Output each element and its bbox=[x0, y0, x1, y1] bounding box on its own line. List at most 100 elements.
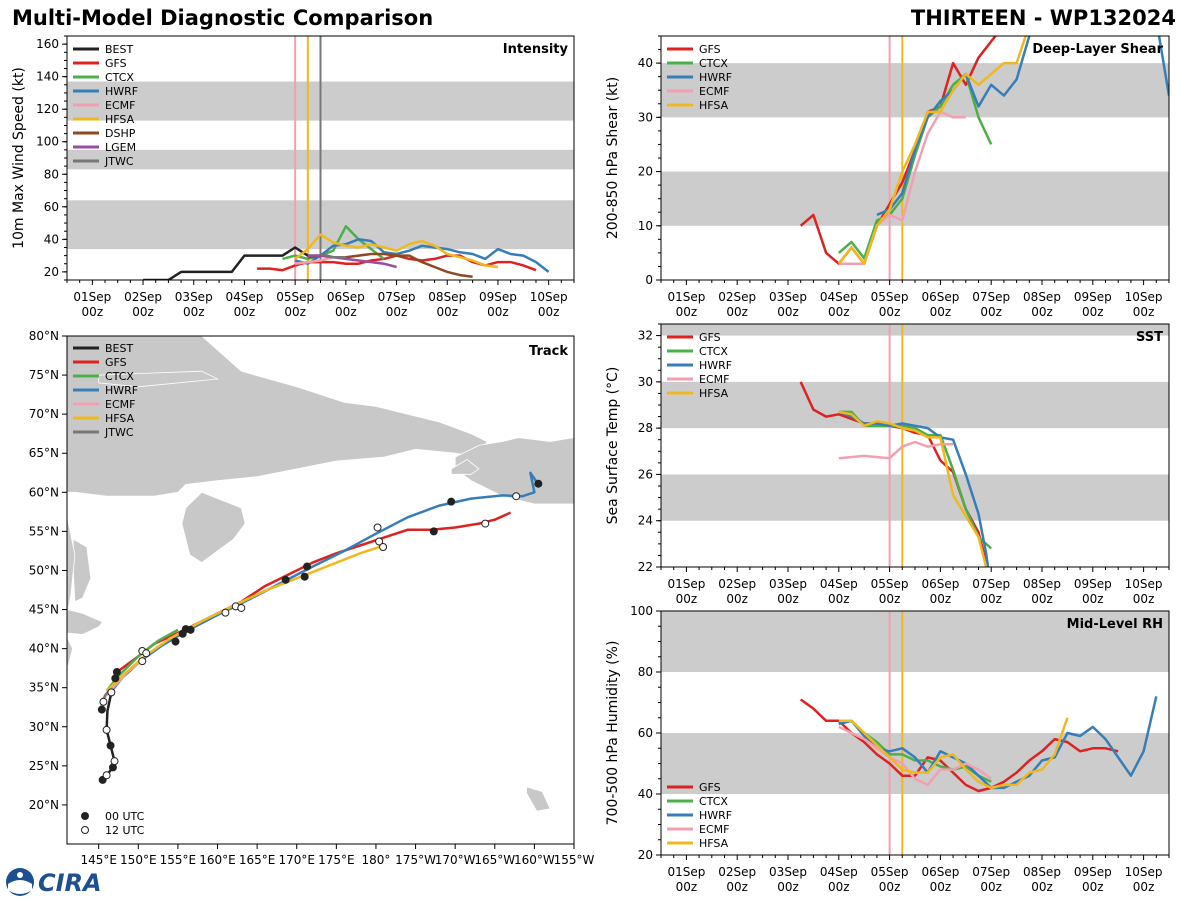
rh-legend-label-hfsa: HFSA bbox=[699, 837, 729, 850]
sst-legend-label-hfsa: HFSA bbox=[699, 387, 729, 400]
rh-ytick-label: 100 bbox=[630, 604, 653, 618]
sst-xtick-hour: 00z bbox=[777, 592, 799, 606]
shear-band-0 bbox=[661, 171, 1169, 226]
rh-ytick-label: 40 bbox=[638, 787, 653, 801]
rh-xtick-hour: 00z bbox=[777, 880, 799, 894]
track-marker-00utc bbox=[106, 741, 115, 750]
sst-band-0 bbox=[661, 474, 1169, 521]
track-xtick-label: 165°W bbox=[474, 853, 515, 867]
cira-logo: CIRA bbox=[4, 866, 114, 898]
sst-xtick-hour: 00z bbox=[726, 592, 748, 606]
rh-legend-label-ctcx: CTCX bbox=[699, 795, 728, 808]
sst-legend-label-ecmf: ECMF bbox=[699, 373, 729, 386]
intensity-xtick-hour: 00z bbox=[82, 305, 104, 319]
intensity-xtick-hour: 00z bbox=[284, 305, 306, 319]
shear-xtick-hour: 00z bbox=[930, 305, 952, 319]
intensity-legend-label-ctcx: CTCX bbox=[105, 71, 134, 84]
intensity-ytick-label: 160 bbox=[36, 37, 59, 51]
sst-panel-title: SST bbox=[1136, 330, 1163, 345]
sst-legend-label-hwrf: HWRF bbox=[699, 359, 732, 372]
land-hawaii bbox=[526, 786, 551, 812]
shear-panel-title: Deep-Layer Shear bbox=[1032, 42, 1163, 57]
track-marker-12utc bbox=[102, 771, 111, 780]
rh-legend-label-ecmf: ECMF bbox=[699, 823, 729, 836]
intensity-xtick-day: 02Sep bbox=[124, 290, 162, 304]
track-marker-00utc bbox=[186, 625, 195, 634]
track-legend-label-jtwc: JTWC bbox=[104, 426, 134, 439]
shear-ytick-label: 40 bbox=[638, 56, 653, 70]
track-legend-label-gfs: GFS bbox=[105, 356, 127, 369]
intensity-ytick-label: 80 bbox=[44, 167, 59, 181]
storm-title: THIRTEEN - WP132024 bbox=[910, 6, 1176, 30]
sst-xtick-day: 07Sep bbox=[972, 577, 1010, 591]
intensity-ytick-label: 60 bbox=[44, 200, 59, 214]
shear-ytick-label: 10 bbox=[638, 219, 653, 233]
track-marker-00utc bbox=[300, 572, 309, 581]
shear-ytick-label: 30 bbox=[638, 110, 653, 124]
track-marker-12utc bbox=[373, 523, 382, 532]
track-marker-legend-symbol bbox=[81, 826, 89, 834]
intensity-xtick-day: 07Sep bbox=[378, 290, 416, 304]
shear-legend-label-hwrf: HWRF bbox=[699, 71, 732, 84]
shear-xtick-day: 09Sep bbox=[1074, 290, 1112, 304]
rh-xtick-day: 01Sep bbox=[667, 865, 705, 879]
rh-ytick-label: 80 bbox=[638, 665, 653, 679]
shear-xtick-day: 03Sep bbox=[769, 290, 807, 304]
intensity-ytick-label: 20 bbox=[44, 265, 59, 279]
track-marker-12utc bbox=[107, 688, 116, 697]
track-xtick-label: 155°W bbox=[554, 853, 595, 867]
track-marker-legend-symbol bbox=[81, 812, 89, 820]
sst-ytick-label: 28 bbox=[638, 421, 653, 435]
track-legend-label-hfsa: HFSA bbox=[105, 412, 135, 425]
shear-xtick-hour: 00z bbox=[726, 305, 748, 319]
sst-xtick-day: 10Sep bbox=[1125, 577, 1163, 591]
shear-panel: 01020304001Sep00z02Sep00z03Sep00z04Sep00… bbox=[605, 35, 1170, 319]
track-marker-12utc bbox=[237, 603, 246, 612]
intensity-ytick-label: 140 bbox=[36, 70, 59, 84]
land-asia-mainland bbox=[67, 515, 76, 618]
land-honshu bbox=[67, 636, 73, 688]
intensity-xtick-hour: 00z bbox=[487, 305, 509, 319]
track-legend-label-ctcx: CTCX bbox=[105, 370, 134, 383]
intensity-panel-title: Intensity bbox=[503, 42, 569, 57]
shear-series-hfsa bbox=[837, 36, 1027, 265]
track-ytick-label: 65°N bbox=[29, 446, 59, 460]
rh-xtick-day: 05Sep bbox=[871, 865, 909, 879]
rh-series-hwrf bbox=[838, 696, 1158, 790]
shear-xtick-hour: 00z bbox=[1082, 305, 1104, 319]
intensity-series-hfsa bbox=[294, 233, 499, 269]
track-xtick-label: 180° bbox=[362, 853, 391, 867]
sst-xtick-day: 04Sep bbox=[820, 577, 858, 591]
track-ytick-label: 40°N bbox=[29, 642, 59, 656]
rh-series-ecmf bbox=[838, 725, 992, 787]
track-ytick-label: 25°N bbox=[29, 759, 59, 773]
rh-ylabel: 700-500 hPa Humidity (%) bbox=[605, 641, 621, 826]
sst-ytick-label: 32 bbox=[638, 329, 653, 343]
rh-xtick-hour: 00z bbox=[930, 880, 952, 894]
cira-logo-text: CIRA bbox=[38, 869, 102, 897]
track-marker-12utc bbox=[379, 543, 388, 552]
intensity-xtick-day: 03Sep bbox=[175, 290, 213, 304]
sst-legend-label-gfs: GFS bbox=[699, 331, 721, 344]
rh-xtick-day: 04Sep bbox=[820, 865, 858, 879]
shear-xtick-hour: 00z bbox=[777, 305, 799, 319]
track-marker-12utc bbox=[110, 757, 119, 766]
track-marker-legend-label: 12 UTC bbox=[105, 824, 145, 837]
track-marker-legend-label: 00 UTC bbox=[105, 810, 145, 823]
shear-ytick-label: 0 bbox=[645, 273, 653, 287]
shear-xtick-day: 04Sep bbox=[820, 290, 858, 304]
shear-xtick-day: 08Sep bbox=[1023, 290, 1061, 304]
track-legend-label-hwrf: HWRF bbox=[105, 384, 138, 397]
sst-xtick-hour: 00z bbox=[980, 592, 1002, 606]
intensity-xtick-hour: 00z bbox=[538, 305, 560, 319]
sst-frame bbox=[660, 323, 1170, 568]
intensity-xtick-hour: 00z bbox=[234, 305, 256, 319]
shear-series-hwrf bbox=[876, 36, 1169, 217]
land-alaska-west-tip bbox=[450, 459, 480, 475]
shear-ylabel: 200-850 hPa Shear (kt) bbox=[605, 77, 621, 239]
track-ytick-label: 70°N bbox=[29, 407, 59, 421]
sst-xtick-day: 01Sep bbox=[667, 577, 705, 591]
track-ytick-label: 75°N bbox=[29, 368, 59, 382]
track-ytick-label: 35°N bbox=[29, 681, 59, 695]
